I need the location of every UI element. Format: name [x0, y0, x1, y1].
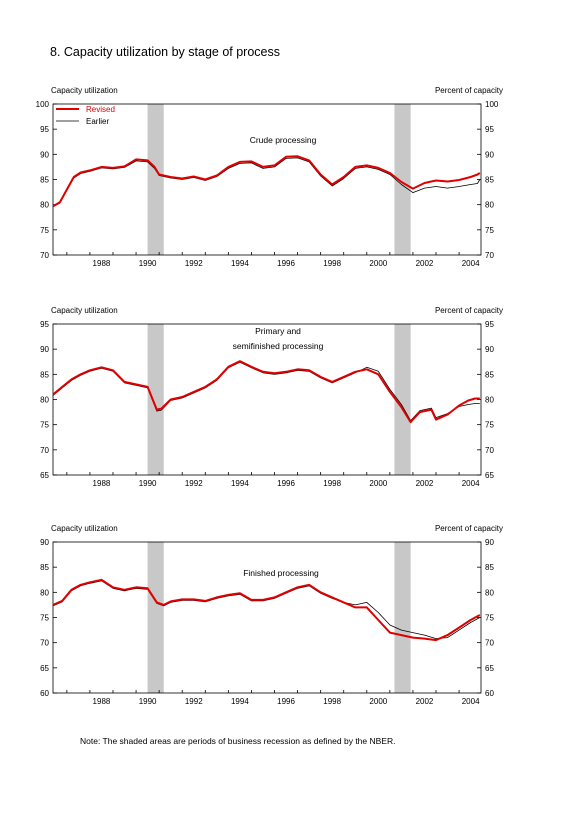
y-tick-label-left: 75 — [40, 226, 49, 235]
y-axis-title-right: Percent of capacity — [435, 306, 503, 315]
x-tick-label: 1994 — [231, 479, 249, 488]
x-tick-label: 1998 — [323, 479, 341, 488]
y-axis-title-left: Capacity utilization — [51, 86, 118, 95]
recession-band — [147, 104, 164, 255]
legend-label-earlier: Earlier — [86, 117, 109, 126]
x-tick-label: 1998 — [323, 697, 341, 706]
y-tick-label-right: 75 — [485, 421, 494, 430]
x-tick-label: 1990 — [139, 479, 157, 488]
x-tick-label: 1996 — [277, 697, 295, 706]
y-tick-label-right: 60 — [485, 689, 494, 698]
x-tick-label: 1996 — [277, 259, 295, 268]
y-tick-label-left: 95 — [40, 125, 49, 134]
y-tick-label-left: 70 — [40, 639, 49, 648]
y-tick-label-left: 70 — [40, 446, 49, 455]
y-axis-title-left: Capacity utilization — [51, 524, 118, 533]
y-tick-label-left: 80 — [40, 396, 49, 405]
plot-frame — [52, 103, 482, 256]
y-tick-label-right: 65 — [485, 664, 494, 673]
x-tick-label: 1990 — [139, 697, 157, 706]
y-tick-label-right: 75 — [485, 226, 494, 235]
y-tick-label-right: 65 — [485, 471, 494, 480]
y-tick-label-right: 95 — [485, 320, 494, 329]
y-tick-label-left: 70 — [40, 251, 49, 260]
x-tick-label: 2000 — [369, 259, 387, 268]
y-axis-title-left: Capacity utilization — [51, 306, 118, 315]
x-tick-label: 2002 — [416, 479, 434, 488]
y-tick-label-left: 60 — [40, 689, 49, 698]
y-tick-label-right: 100 — [485, 100, 499, 109]
x-tick-label: 1998 — [323, 259, 341, 268]
panel-annotation: semifinished processing — [233, 341, 324, 351]
y-tick-label-right: 70 — [485, 639, 494, 648]
x-tick-label: 1992 — [185, 697, 203, 706]
series-line-revised — [52, 360, 480, 424]
x-tick-label: 2002 — [416, 259, 434, 268]
legend-label-revised: Revised — [86, 105, 115, 114]
y-tick-label-left: 90 — [40, 345, 49, 354]
y-tick-label-right: 90 — [485, 345, 494, 354]
recession-band — [394, 104, 411, 255]
y-tick-label-right: 85 — [485, 563, 494, 572]
y-tick-label-right: 85 — [485, 176, 494, 185]
y-tick-label-right: 80 — [485, 396, 494, 405]
y-tick-label-left: 85 — [40, 563, 49, 572]
y-tick-label-left: 75 — [40, 421, 49, 430]
series-line-revised — [52, 155, 481, 208]
x-tick-label: 1996 — [277, 479, 295, 488]
x-tick-label: 1988 — [93, 259, 111, 268]
series-line-revised — [52, 578, 481, 642]
y-tick-label-left: 80 — [40, 201, 49, 210]
y-tick-label-left: 95 — [40, 320, 49, 329]
y-tick-label-right: 95 — [485, 125, 494, 134]
recession-band — [394, 324, 411, 475]
x-tick-label: 1992 — [185, 259, 203, 268]
x-tick-label: 1992 — [185, 479, 203, 488]
y-tick-label-right: 75 — [485, 614, 494, 623]
panel-annotation: Primary and — [255, 326, 301, 336]
y-tick-label-right: 85 — [485, 370, 494, 379]
recession-band — [147, 324, 164, 475]
series-line-earlier — [52, 157, 481, 208]
y-tick-label-left: 80 — [40, 588, 49, 597]
x-tick-label: 2004 — [462, 697, 480, 706]
series-line-earlier — [52, 361, 480, 422]
recession-band — [394, 542, 411, 693]
x-tick-label: 2000 — [369, 697, 387, 706]
x-tick-label: 2000 — [369, 479, 387, 488]
y-tick-label-left: 90 — [40, 538, 49, 547]
y-tick-label-right: 70 — [485, 446, 494, 455]
recession-band — [147, 542, 164, 693]
panel-annotation: Finished processing — [243, 568, 319, 578]
x-tick-label: 2004 — [462, 259, 480, 268]
x-tick-label: 2002 — [416, 697, 434, 706]
y-axis-title-right: Percent of capacity — [435, 524, 503, 533]
x-tick-label: 1994 — [231, 259, 249, 268]
figure-note: Note: The shaded areas are periods of bu… — [80, 736, 396, 746]
x-tick-label: 1988 — [93, 479, 111, 488]
y-tick-label-right: 90 — [485, 150, 494, 159]
y-tick-label-left: 65 — [40, 471, 49, 480]
y-tick-label-left: 85 — [40, 370, 49, 379]
y-tick-label-left: 75 — [40, 614, 49, 623]
series-line-earlier — [52, 580, 480, 639]
y-tick-label-right: 80 — [485, 201, 494, 210]
x-tick-label: 1988 — [93, 697, 111, 706]
x-tick-label: 1990 — [139, 259, 157, 268]
y-tick-label-right: 70 — [485, 251, 494, 260]
y-tick-label-right: 90 — [485, 538, 494, 547]
y-tick-label-left: 100 — [36, 100, 50, 109]
y-tick-label-right: 80 — [485, 588, 494, 597]
x-tick-label: 1994 — [231, 697, 249, 706]
figure-title: 8. Capacity utilization by stage of proc… — [50, 45, 280, 59]
y-tick-label-left: 85 — [40, 176, 49, 185]
panel-annotation: Crude processing — [250, 135, 317, 145]
y-axis-title-right: Percent of capacity — [435, 86, 503, 95]
x-tick-label: 2004 — [462, 479, 480, 488]
plot-frame — [52, 541, 482, 694]
y-tick-label-left: 65 — [40, 664, 49, 673]
y-tick-label-left: 90 — [40, 150, 49, 159]
